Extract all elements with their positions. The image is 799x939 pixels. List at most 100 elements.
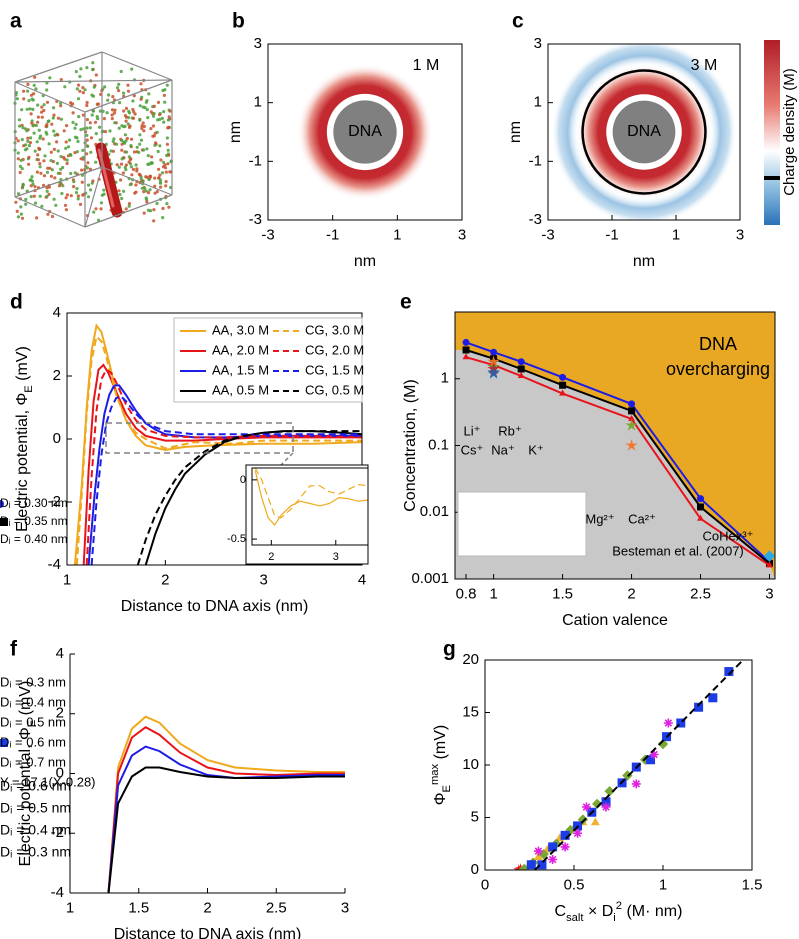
ion [69, 153, 73, 157]
label-part: Distance to DNA axis (nm) [121, 598, 309, 615]
dna-tube [95, 142, 123, 218]
ion [145, 108, 149, 112]
ion [89, 188, 93, 192]
ion [50, 168, 54, 172]
y-tick-label: 2 [53, 367, 61, 384]
ion [27, 144, 31, 148]
ion [16, 151, 20, 155]
series-line [107, 766, 345, 893]
ion [149, 110, 153, 114]
ion [71, 120, 75, 124]
ion [165, 153, 169, 158]
ion [145, 200, 149, 204]
legend-label: Dᵢ = 0.5 nm [0, 800, 71, 816]
ion [142, 124, 146, 129]
ion [18, 170, 22, 175]
marker [631, 779, 641, 789]
marker [604, 786, 615, 797]
marker [646, 755, 656, 765]
ion [123, 114, 127, 118]
x-tick-label: -3 [261, 226, 274, 243]
ion [111, 95, 115, 99]
marker [559, 381, 567, 389]
ion [27, 99, 31, 103]
marker [519, 863, 530, 870]
ion [52, 197, 56, 201]
ion [103, 85, 107, 89]
legend-label: Dᵢ = 0.3 nm [0, 844, 71, 860]
box-edge [14, 166, 103, 198]
ion [117, 82, 121, 86]
ion [148, 188, 152, 192]
plot-area [513, 660, 744, 870]
x-tick-label: 1.5 [552, 585, 573, 602]
ion [55, 140, 59, 144]
plot-frame [484, 659, 753, 871]
legend-label: CG, 1.5 M [305, 362, 364, 377]
ion [23, 127, 28, 131]
ion [89, 150, 93, 154]
concentration-label: 1 M [413, 57, 440, 74]
ion [102, 117, 106, 121]
ion [133, 191, 137, 195]
ion [115, 163, 119, 167]
ion [156, 149, 160, 154]
ion [42, 108, 46, 113]
y-tick-label: -1 [529, 152, 542, 169]
ion [88, 167, 93, 171]
ion [152, 208, 156, 212]
x-tick-label: 1.5 [742, 876, 763, 893]
dna-highlight [97, 148, 115, 208]
legend-label: Dᵢ = 0.4 nm [0, 822, 71, 838]
box-edge [101, 166, 173, 196]
ion [153, 191, 157, 195]
ion [64, 196, 68, 200]
ion [85, 152, 89, 156]
y-tick-label: -2 [51, 824, 64, 841]
ion [131, 167, 136, 172]
ion [119, 69, 123, 74]
plot-frame [66, 312, 363, 566]
ion [42, 183, 46, 187]
ion [117, 189, 121, 193]
marker [462, 353, 470, 360]
label-part: × D [584, 903, 614, 920]
ion [123, 133, 127, 137]
label-part: Φ [432, 792, 449, 805]
source-label: Besteman et al. (2007) [612, 543, 744, 558]
ion [93, 120, 98, 124]
concentration-label: 3 M [691, 57, 718, 74]
ion [168, 109, 172, 113]
ion [39, 134, 43, 138]
ion [45, 170, 50, 174]
x-tick-label: 3 [458, 226, 466, 243]
y-tick-label: -1 [249, 152, 262, 169]
ion [85, 118, 89, 122]
legend-label: Dᵢ = 0.40 nm [0, 532, 68, 546]
marker [533, 852, 543, 860]
ion [48, 76, 52, 80]
ion [145, 175, 149, 179]
plot-frame [454, 311, 776, 580]
ion [142, 190, 146, 194]
ion [167, 205, 171, 209]
ion [29, 136, 33, 140]
ion [91, 68, 95, 72]
x-axis-label: Distance to DNA axis (nm) [114, 926, 302, 939]
ion [32, 131, 36, 135]
ion [161, 160, 166, 164]
ion [130, 137, 134, 141]
ion [65, 124, 69, 128]
ion [132, 94, 136, 98]
y-tick-label: 3 [254, 35, 262, 52]
x-tick-label: 0.5 [564, 876, 585, 893]
legend-item: AA, 0.5 M [180, 382, 269, 397]
marker [517, 358, 525, 366]
legend-item: Dᵢ = 0.6 nm [0, 778, 71, 794]
legend-label: AA, 0.5 M [212, 382, 269, 397]
ion [138, 118, 142, 122]
y-tick-label: -4 [48, 556, 61, 573]
legend-item: CG, 2.0 M [273, 342, 364, 357]
box-edge [14, 79, 173, 83]
label-part: (mV) [17, 681, 34, 720]
